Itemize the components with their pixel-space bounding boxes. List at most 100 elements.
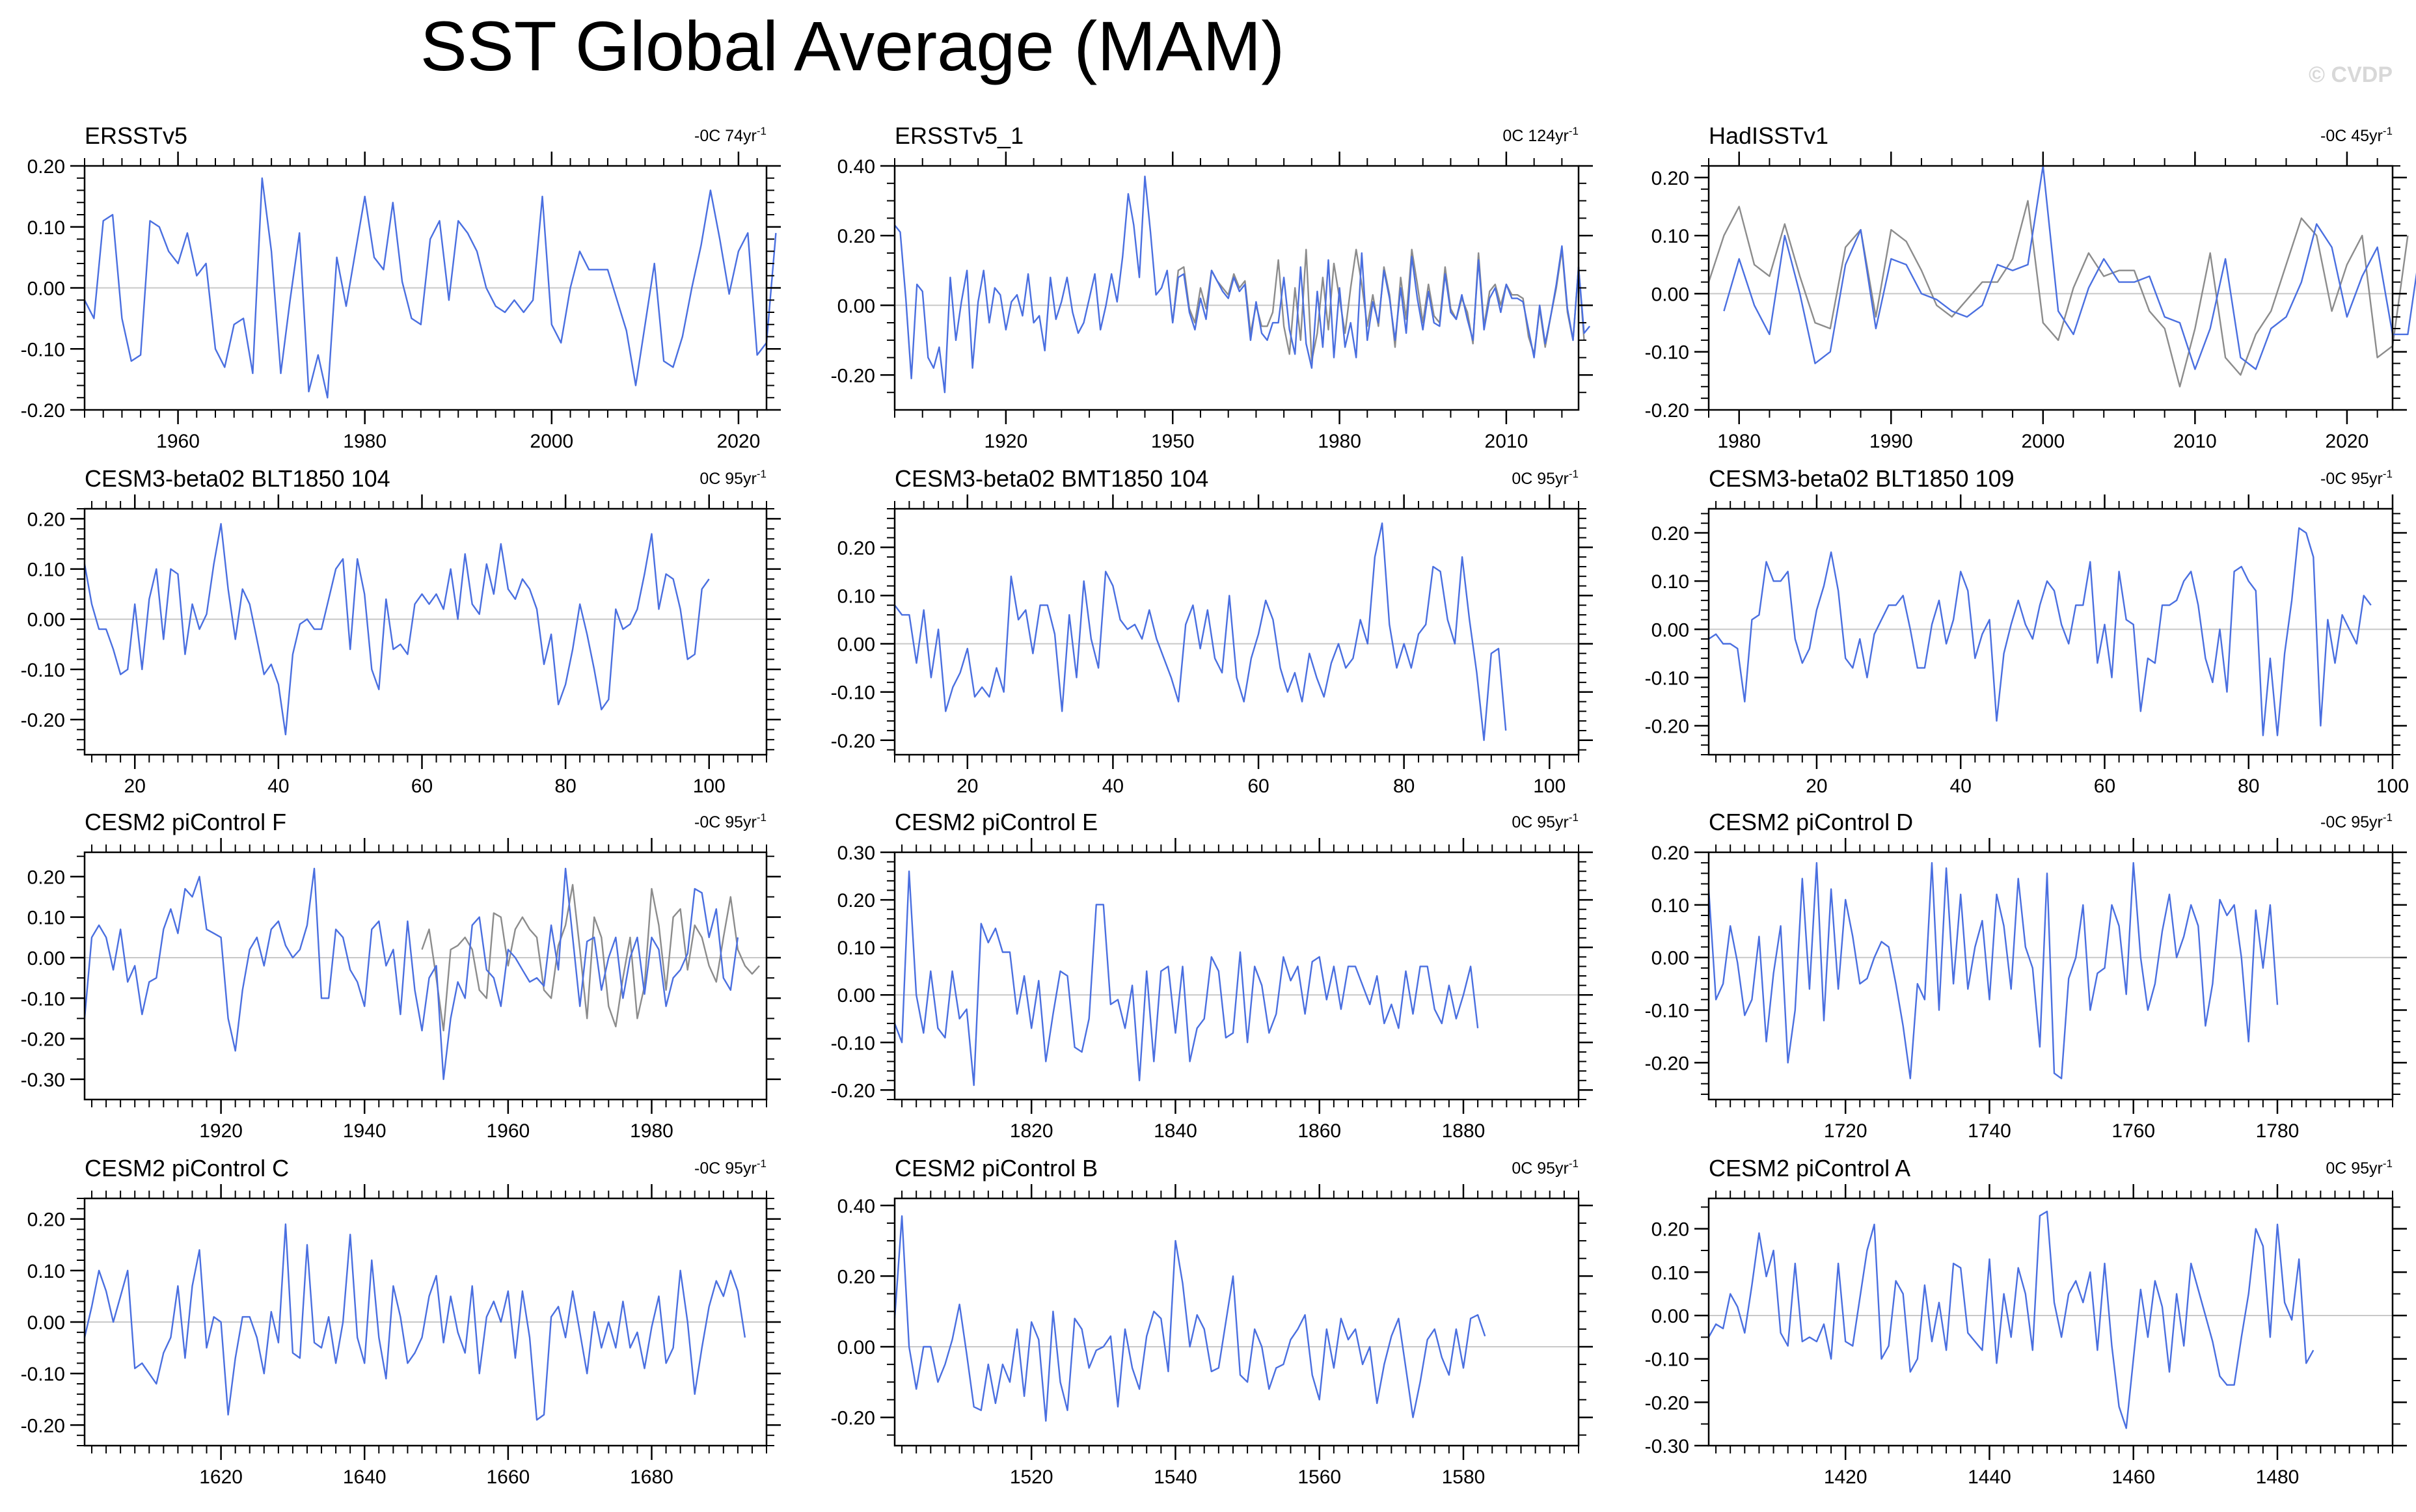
x-tick-label: 1560 <box>1297 1466 1341 1488</box>
series-line-primary <box>894 522 1507 742</box>
trend-label: -0C 74yr-1 <box>694 125 767 145</box>
series-line-primary <box>83 1223 746 1421</box>
y-tick-label: 0.10 <box>1651 571 1689 593</box>
x-tick-label: 1980 <box>343 431 387 452</box>
chart-panel-10: 1620 1640 1660 1680 -0.20 -0.10 0.00 0.10 0.20 CE… <box>21 1155 781 1488</box>
x-tick-label: 1840 <box>1154 1120 1197 1142</box>
trend-label: 0C 124yr-1 <box>1502 125 1579 145</box>
trend-label: -0C 95yr-1 <box>694 811 767 831</box>
plot-frame <box>1707 851 2394 1101</box>
x-tick-label: 1780 <box>2256 1120 2300 1142</box>
y-tick-label: -0.20 <box>1645 400 1689 422</box>
trend-label: 0C 95yr-1 <box>1512 1157 1579 1178</box>
x-tick-label: 20 <box>957 776 978 797</box>
y-tick-label: -0.20 <box>21 1029 65 1051</box>
x-tick-label: 1860 <box>1297 1120 1341 1142</box>
plot-frame <box>893 1197 1580 1447</box>
y-tick-label: -0.20 <box>831 365 875 386</box>
series-line-primary <box>83 522 710 736</box>
plot-frame <box>893 507 1580 756</box>
y-tick-label: -0.20 <box>1645 1053 1689 1074</box>
y-tick-label: 0.00 <box>837 1337 875 1358</box>
plot-frame <box>893 851 1580 1101</box>
x-tick-label: 80 <box>554 776 576 797</box>
y-tick-label: 0.00 <box>1651 1306 1689 1327</box>
y-tick-label: -0.20 <box>831 1408 875 1429</box>
y-tick-label: 0.20 <box>1651 1219 1689 1241</box>
x-tick-label: 40 <box>267 776 289 797</box>
series-line-primary <box>83 867 739 1081</box>
y-tick-label: -0.20 <box>1645 1392 1689 1414</box>
x-tick-label: 40 <box>1102 776 1124 797</box>
y-tick-label: 0.00 <box>1651 619 1689 641</box>
x-tick-label: 20 <box>124 776 146 797</box>
y-tick-label: -0.20 <box>831 731 875 752</box>
x-tick-label: 2000 <box>2021 431 2065 452</box>
series-line-primary <box>1707 1210 2314 1429</box>
x-tick-label: 1940 <box>343 1120 387 1142</box>
y-tick-label: 0.20 <box>837 537 875 559</box>
y-tick-label: 0.10 <box>837 938 875 959</box>
y-tick-label: 0.00 <box>27 1312 65 1334</box>
x-tick-label: 80 <box>2238 776 2259 797</box>
x-tick-label: 2020 <box>717 431 761 452</box>
x-tick-label: 2010 <box>1485 431 1528 452</box>
x-tick-label: 1420 <box>1824 1466 1867 1488</box>
y-tick-label: -0.10 <box>1645 668 1689 689</box>
trend-label: 0C 95yr-1 <box>699 468 767 488</box>
x-tick-label: 2010 <box>2173 431 2217 452</box>
series-line-primary <box>893 870 1479 1087</box>
y-tick-label: -0.30 <box>1645 1436 1689 1457</box>
chart-panel-6: 20 40 60 80 100 -0.20 -0.10 0.00 0.10 0.20 CESM3-b… <box>1645 465 2409 797</box>
x-tick-label: 1990 <box>1869 431 1913 452</box>
trend-label: -0C 95yr-1 <box>694 1157 767 1178</box>
x-tick-label: 1920 <box>984 431 1028 452</box>
y-tick-label: -0.10 <box>1645 1001 1689 1022</box>
y-tick-label: 0.20 <box>837 890 875 911</box>
x-tick-label: 1680 <box>630 1466 673 1488</box>
x-tick-label: 1520 <box>1010 1466 1053 1488</box>
x-tick-label: 1440 <box>1968 1466 2011 1488</box>
chart-panel-4: 20 40 60 80 100 -0.20 -0.10 0.00 0.10 0.20 CESM3-b… <box>21 465 781 797</box>
y-tick-label: -0.10 <box>831 682 875 704</box>
chart-panel-7: 1920 1940 1960 1980 -0.30 -0.20 -0.10 0.00 0.10 0… <box>21 809 781 1142</box>
y-tick-label: 0.00 <box>837 985 875 1006</box>
chart-panel-1: 1960 1980 2000 2020 -0.20 -0.10 0.00 0.10 0.20 ER… <box>21 122 781 452</box>
panel-title: CESM2 piControl B <box>895 1155 1098 1181</box>
x-tick-label: 1720 <box>1824 1120 1867 1142</box>
x-tick-label: 1740 <box>1968 1120 2011 1142</box>
x-tick-label: 40 <box>1950 776 1972 797</box>
y-tick-label: 0.00 <box>27 610 65 631</box>
trend-label: -0C 95yr-1 <box>2320 468 2393 488</box>
x-tick-label: 60 <box>1247 776 1269 797</box>
trend-label: 0C 95yr-1 <box>1512 811 1579 831</box>
y-tick-label: 0.20 <box>27 867 65 888</box>
chart-panel-11: 1520 1540 1560 1580 -0.20 0.00 0.20 0.40 CESM2 p… <box>831 1155 1593 1488</box>
x-tick-label: 1980 <box>630 1120 673 1142</box>
panel-title: CESM2 piControl C <box>85 1155 289 1181</box>
y-tick-label: -0.10 <box>831 1033 875 1054</box>
x-tick-label: 1960 <box>156 431 200 452</box>
x-tick-label: 1660 <box>486 1466 530 1488</box>
x-tick-label: 1480 <box>2256 1466 2300 1488</box>
trend-label: -0C 45yr-1 <box>2320 125 2393 145</box>
x-tick-label: 1820 <box>1010 1120 1053 1142</box>
y-tick-label: 0.10 <box>1651 1262 1689 1284</box>
y-tick-label: -0.30 <box>21 1070 65 1091</box>
y-tick-label: -0.20 <box>21 1415 65 1437</box>
y-tick-label: 0.00 <box>837 295 875 317</box>
panel-title: ERSSTv5_1 <box>895 122 1024 149</box>
chart-panel-12: 1420 1440 1460 1480 -0.30 -0.20 -0.10 0.00 0.10 0… <box>1645 1155 2407 1488</box>
x-tick-label: 100 <box>693 776 726 797</box>
x-tick-label: 2000 <box>530 431 573 452</box>
panel-title: ERSSTv5 <box>85 122 187 149</box>
x-tick-label: 1760 <box>2111 1120 2155 1142</box>
x-tick-label: 20 <box>1806 776 1827 797</box>
x-tick-label: 1640 <box>343 1466 387 1488</box>
series-line-secondary <box>1172 249 1585 362</box>
y-tick-label: 0.20 <box>837 226 875 247</box>
x-tick-label: 1980 <box>1717 431 1761 452</box>
panel-title: CESM3-beta02 BLT1850 104 <box>85 465 390 492</box>
x-tick-label: 1980 <box>1318 431 1361 452</box>
